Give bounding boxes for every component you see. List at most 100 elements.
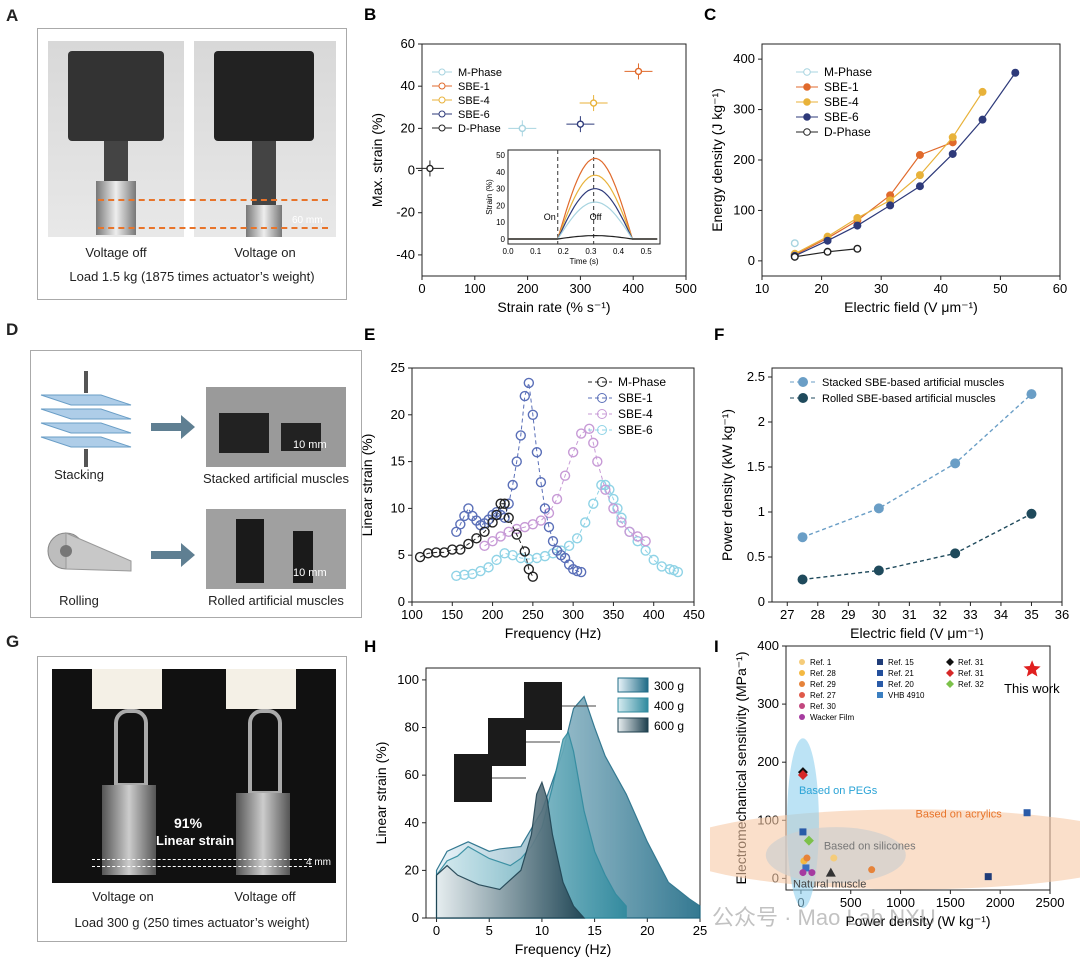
series-line-sbe-6 bbox=[794, 72, 1016, 257]
legend-marker bbox=[799, 714, 805, 720]
data-point bbox=[790, 239, 799, 248]
legend-label: Ref. 1 bbox=[810, 658, 832, 667]
legend-label: M-Phase bbox=[458, 67, 502, 79]
legend-label: SBE-6 bbox=[618, 423, 653, 437]
data-point bbox=[567, 447, 579, 458]
legend-label: SBE-4 bbox=[618, 407, 653, 421]
data-point bbox=[479, 526, 490, 538]
y-tick-label: 60 bbox=[401, 36, 415, 51]
y-tick-label: 20 bbox=[405, 862, 419, 877]
legend-label: SBE-1 bbox=[458, 81, 490, 93]
data-point bbox=[950, 548, 961, 559]
y-tick-label: 25 bbox=[391, 360, 405, 375]
data-point bbox=[523, 377, 535, 389]
data-point bbox=[915, 150, 924, 159]
legend-label: Ref. 30 bbox=[810, 702, 836, 711]
inset-x-tick: 0.0 bbox=[502, 247, 514, 256]
x-tick-label: 34 bbox=[994, 607, 1008, 622]
panel-a: 60 mm Voltage off Voltage on Load 1.5 kg… bbox=[37, 28, 347, 300]
label-silicone: Based on silicones bbox=[824, 840, 916, 852]
inset-x-tick: 0.1 bbox=[530, 247, 542, 256]
legend-marker bbox=[877, 670, 883, 676]
panel-label: F bbox=[714, 325, 724, 344]
data-point bbox=[588, 498, 599, 509]
data-point bbox=[799, 828, 807, 836]
inset-photo bbox=[454, 754, 492, 802]
data-point bbox=[580, 517, 591, 528]
x-tick-label: 300 bbox=[562, 607, 584, 622]
legend-marker bbox=[803, 83, 811, 91]
legend-swatch bbox=[617, 717, 649, 733]
chart-e: 100 150 200 250 300 350 400 450 0 5 10 15 20 25 Freque… bbox=[360, 325, 705, 640]
inset-frame bbox=[507, 149, 661, 245]
x-tick-label: 36 bbox=[1055, 607, 1069, 622]
data-point bbox=[507, 479, 518, 491]
x-tick-label: 300 bbox=[570, 281, 592, 296]
x-tick-label: 0 bbox=[433, 923, 440, 938]
chart-c: 10 20 30 40 50 60 0 100 200 300 400 Electric field … bbox=[704, 5, 1067, 315]
inset-x-tick: 0.4 bbox=[613, 247, 625, 256]
data-point bbox=[632, 531, 643, 542]
data-point bbox=[612, 503, 623, 514]
x-tick-label: 250 bbox=[522, 607, 544, 622]
data-point bbox=[535, 476, 547, 488]
data-point bbox=[463, 538, 474, 550]
y-tick-label: 1.5 bbox=[747, 459, 765, 474]
legend-label: D-Phase bbox=[458, 123, 501, 135]
legend-label: SBE-1 bbox=[824, 80, 859, 94]
x-tick-label: 500 bbox=[675, 281, 697, 296]
data-point bbox=[797, 532, 808, 543]
inset-x-tick: 0.5 bbox=[641, 247, 653, 256]
x-tick-label: 400 bbox=[622, 281, 644, 296]
data-point bbox=[608, 503, 619, 514]
legend-marker bbox=[946, 680, 954, 688]
data-point bbox=[543, 521, 555, 533]
x-tick-label: 28 bbox=[811, 607, 825, 622]
data-point bbox=[527, 571, 539, 582]
data-point bbox=[873, 565, 884, 576]
caption-voltage-on-g: Voltage on bbox=[92, 889, 154, 904]
data-point bbox=[575, 566, 587, 578]
inset-y-label: Strain (%) bbox=[485, 179, 494, 215]
plot-frame bbox=[411, 367, 695, 603]
data-point bbox=[455, 519, 466, 530]
inset-photo bbox=[488, 718, 526, 766]
legend-marker bbox=[799, 703, 805, 709]
inset-x-tick: 0.2 bbox=[558, 247, 570, 256]
panel-label: I bbox=[714, 637, 719, 656]
x-axis-label: Frequency (Hz) bbox=[515, 941, 611, 957]
y-tick-label: 0 bbox=[408, 163, 415, 178]
panel-label-g: G bbox=[6, 632, 20, 651]
data-point bbox=[451, 570, 462, 581]
label-stacked: Stacked artificial muscles bbox=[203, 471, 349, 486]
x-tick-label: 60 bbox=[1053, 281, 1067, 296]
data-point bbox=[853, 213, 862, 222]
panel-d-diagram bbox=[40, 371, 346, 589]
data-point bbox=[624, 526, 635, 538]
x-tick-label: 35 bbox=[1024, 607, 1038, 622]
x-tick-label: 30 bbox=[874, 281, 888, 296]
legend-marker bbox=[946, 658, 954, 666]
legend-marker bbox=[438, 124, 446, 132]
legend-marker bbox=[798, 377, 808, 387]
data-point bbox=[584, 423, 595, 435]
legend-marker bbox=[597, 393, 607, 403]
y-tick-label: 400 bbox=[733, 51, 755, 66]
inset-x-label: Time (s) bbox=[569, 257, 598, 266]
x-tick-label: 29 bbox=[841, 607, 855, 622]
legend-label: VHB 4910 bbox=[888, 691, 925, 700]
inset-photo bbox=[524, 682, 562, 730]
x-tick-label: 100 bbox=[464, 281, 486, 296]
data-point bbox=[499, 498, 510, 509]
y-tick-label: 100 bbox=[397, 672, 419, 687]
data-point bbox=[803, 854, 811, 862]
x-tick-label: 27 bbox=[780, 607, 794, 622]
data-point bbox=[571, 565, 583, 577]
legend-marker bbox=[803, 98, 811, 106]
series-line-m-phase bbox=[419, 503, 534, 577]
data-point bbox=[853, 244, 862, 253]
stacking-icon bbox=[40, 371, 132, 467]
x-tick-label: 10 bbox=[535, 923, 549, 938]
legend-marker bbox=[438, 110, 446, 118]
